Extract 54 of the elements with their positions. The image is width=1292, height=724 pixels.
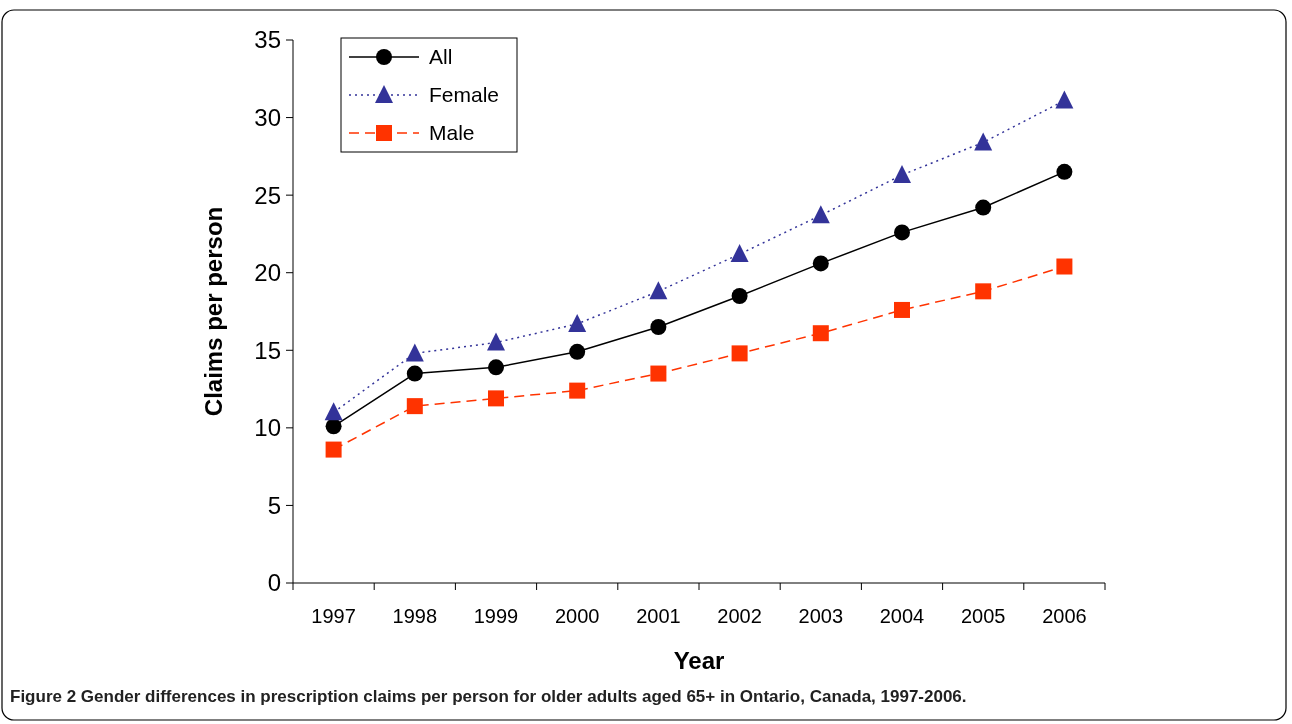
y-tick-label: 35 [254,26,281,54]
x-tick-label: 2000 [554,605,600,627]
y-tick-label: 25 [254,181,281,209]
x-tick-label: 2001 [636,605,681,627]
point [731,345,748,362]
point [405,343,424,362]
x-tick-label: 1998 [392,605,438,627]
legend-label: Female [429,83,500,107]
x-tick-label: 2004 [879,605,925,627]
point [569,382,586,399]
point [406,365,423,382]
point [568,313,587,332]
point [975,283,992,300]
y-tick-label: 5 [267,491,281,519]
legend-label: All [429,45,453,69]
point [487,332,505,351]
y-tick-label: 0 [267,569,281,597]
point [894,224,910,241]
point [649,281,668,300]
point [325,441,342,458]
point [812,255,829,272]
x-tick-label: 2003 [798,605,844,627]
y-tick-label: 30 [254,103,281,131]
point [1056,258,1073,275]
point [324,402,343,421]
y-axis-title: Claims per person [200,206,227,417]
point [569,343,586,360]
y-tick-label: 10 [254,414,281,442]
point [731,287,748,304]
x-tick-label: 1997 [311,605,356,627]
x-tick-label: 2006 [1042,605,1087,627]
point [406,398,423,415]
point [1056,163,1073,180]
legend-label: Male [429,121,475,145]
point [812,325,829,342]
x-tick-label: 2005 [960,605,1006,627]
point [325,418,342,435]
point [893,164,911,183]
point [488,390,504,407]
point [811,205,830,224]
point [974,132,993,151]
y-tick-label: 20 [254,259,281,287]
point [1055,90,1074,109]
point [650,365,667,382]
point [894,301,910,318]
x-tick-label: 1999 [473,605,519,627]
point [488,359,504,376]
point [975,199,992,216]
point [730,244,749,263]
x-tick-label: 2002 [717,605,762,627]
caption: Figure 2 Gender differences in prescription claims per person for older adults aged 65+ in Ontario, Canada, 1997-2006. [10,687,967,706]
y-tick-label: 15 [254,336,281,364]
x-axis-title: Year [673,647,725,674]
point [650,319,667,336]
